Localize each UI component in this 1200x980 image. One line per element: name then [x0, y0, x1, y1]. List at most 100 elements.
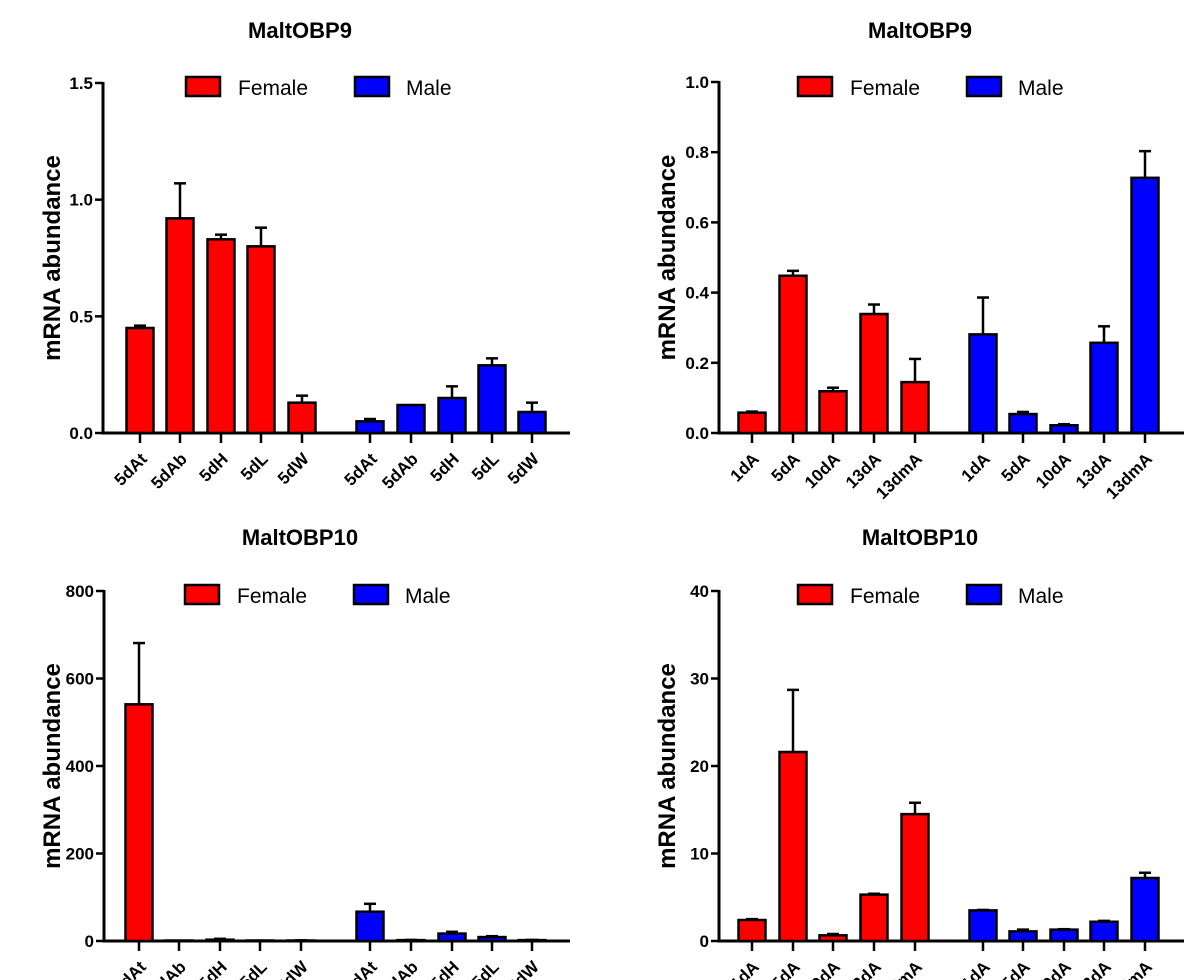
bar-male-10dA [1049, 424, 1079, 435]
x-tick-label: 5dW [504, 957, 543, 980]
y-axis-label: mRNA abundance [39, 155, 66, 361]
bar-female-1dA [737, 918, 767, 943]
bar-male-5dAb [396, 938, 426, 943]
bar-female-5dH [206, 238, 236, 435]
y-tick-label: 400 [66, 757, 94, 776]
y-tick-label: 600 [66, 670, 94, 689]
chart-title: MaltOBP9 [248, 18, 352, 43]
bar-female-13dmA [900, 812, 930, 943]
x-tick-label: 5dA [768, 957, 804, 980]
y-tick-label: 1.5 [69, 74, 93, 93]
bar-female-5dAt [125, 326, 155, 435]
x-tick-label: 5dW [274, 449, 313, 488]
legend-swatch-male [353, 75, 391, 98]
legend-swatch-female [796, 75, 834, 98]
legend-swatch-female [183, 583, 221, 606]
y-tick-label: 1.0 [69, 191, 93, 210]
bar-male-5dH [437, 396, 467, 435]
y-axis-label: mRNA abundance [39, 663, 66, 869]
bar-female-5dL [245, 939, 275, 943]
x-tick-label: 10dA [801, 449, 844, 492]
bar-female-5dA [778, 750, 808, 943]
legend-label-female: Female [850, 585, 920, 608]
chart-panel-2: MaltOBP9 mRNA abundance 0.0 0.2 0.4 0.6 0.8 1.0… [654, 18, 1184, 503]
legend: Female Male [183, 583, 451, 608]
legend-swatch-female [184, 75, 222, 98]
bar-male-1dA [968, 333, 998, 435]
legend: Female Male [796, 583, 1064, 608]
x-tick-label: 5dL [468, 449, 503, 484]
bar-male-13dA [1089, 341, 1119, 435]
x-tick-label: 5dH [427, 449, 463, 485]
x-tick-label: 10dA [1032, 449, 1075, 492]
x-tick-label: 1dA [727, 957, 763, 980]
bar-male-5dW [517, 410, 547, 435]
x-tick-label: 5dAt [341, 957, 381, 980]
bar-male-1dA [968, 909, 998, 943]
bar-female-13dA [859, 312, 889, 435]
legend-label-female: Female [238, 77, 308, 100]
bar-male-10dA [1049, 928, 1079, 943]
bar-male-13dA [1089, 920, 1119, 943]
legend-swatch-female [796, 583, 834, 606]
legend: Female Male [184, 75, 452, 100]
x-tick-label: 5dW [504, 449, 543, 488]
x-tick-label: 5dL [236, 957, 271, 980]
bar-male-5dAb [396, 403, 426, 435]
x-tick-label: 5dAt [341, 449, 381, 489]
bar-female-1dA [737, 411, 767, 435]
bar-female-13dA [859, 893, 889, 943]
y-tick-label: 0.0 [69, 424, 93, 443]
legend-swatch-male [352, 583, 390, 606]
y-tick-label: 0 [85, 932, 94, 951]
y-tick-label: 10 [690, 845, 709, 864]
chart-title: MaltOBP10 [242, 525, 358, 550]
y-tick-label: 800 [66, 582, 94, 601]
x-tick-label: 1dA [958, 957, 994, 980]
chart-panel-3: MaltOBP10 mRNA abundance 0 200 400 600 800 5dAt… [39, 525, 570, 980]
y-tick-label: 0.0 [685, 424, 709, 443]
bar-male-13dmA [1130, 176, 1160, 435]
legend-label-male: Male [405, 585, 451, 608]
y-axis-label: mRNA abundance [654, 663, 681, 869]
legend-label-female: Female [850, 77, 920, 100]
bar-male-5dAt [355, 910, 385, 943]
y-tick-label: 0.2 [685, 354, 709, 373]
y-tick-label: 20 [690, 757, 709, 776]
bar-female-5dAb [164, 939, 194, 943]
x-tick-label: 5dAt [111, 449, 151, 489]
legend-label-male: Male [406, 77, 452, 100]
bar-female-5dH [205, 938, 235, 943]
x-tick-label: 10dA [1032, 957, 1075, 980]
x-tick-label: 1dA [958, 449, 994, 485]
x-tick-label: 13dA [842, 957, 885, 980]
bar-female-10dA [818, 934, 848, 943]
bar-male-5dW [517, 938, 547, 943]
bar-male-5dA [1008, 412, 1038, 435]
bar-female-5dW [286, 939, 316, 943]
bar-male-5dH [437, 932, 467, 943]
x-tick-label: 1dA [727, 449, 763, 485]
y-tick-label: 0.5 [69, 307, 93, 326]
x-tick-label: 10dA [801, 957, 844, 980]
y-tick-label: 30 [690, 670, 709, 689]
legend: Female Male [796, 75, 1064, 100]
y-tick-label: 0.6 [685, 213, 709, 232]
legend-swatch-male [965, 583, 1003, 606]
x-tick-label: 5dL [237, 449, 272, 484]
x-tick-label: 5dA [998, 449, 1034, 485]
bar-female-5dAb [165, 217, 195, 435]
bar-male-5dA [1008, 930, 1038, 943]
y-tick-label: 0 [700, 932, 709, 951]
bar-female-5dW [287, 401, 317, 435]
y-tick-label: 0.4 [685, 284, 709, 303]
x-tick-label: 5dW [273, 957, 312, 980]
y-tick-label: 1.0 [685, 73, 709, 92]
x-tick-label: 5dAb [378, 449, 421, 492]
bar-female-5dAt [124, 703, 154, 943]
legend-label-female: Female [237, 585, 307, 608]
x-tick-label: 5dA [998, 957, 1034, 980]
